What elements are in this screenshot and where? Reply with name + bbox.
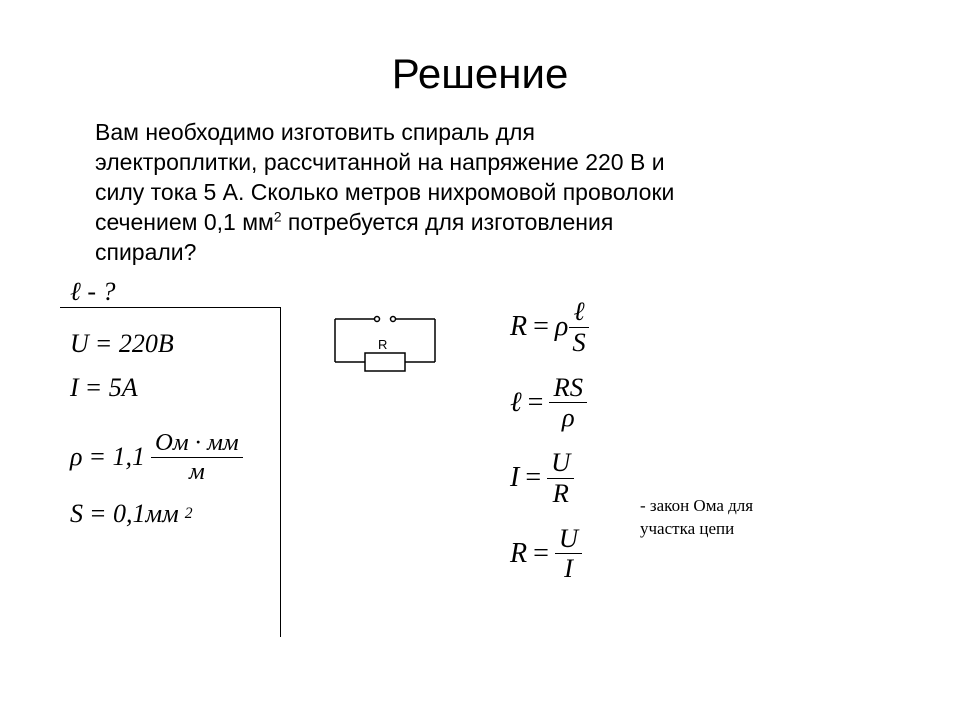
rho-unit-den: м [185, 458, 209, 485]
fraction-den: R [549, 479, 573, 508]
problem-line: сечением 0,1 мм [95, 209, 274, 235]
equals: = [519, 462, 547, 494]
ohm-law-note: - закон Ома для участка цепи [640, 495, 753, 539]
page-title: Решение [0, 0, 960, 118]
current-value: = 5A [85, 373, 138, 403]
rho-unit-fraction: Ом · мм м [151, 429, 243, 484]
area-symbol: S [70, 499, 83, 529]
equals: = [522, 387, 550, 419]
note-line: участка цепи [640, 519, 734, 538]
voltage-value: = 220B [95, 329, 174, 359]
equals: = [527, 538, 555, 570]
resistor-label: R [378, 337, 387, 352]
formula-lhs: R [510, 311, 527, 343]
formula-length: ℓ = RS ρ [510, 373, 590, 433]
superscript: 2 [185, 505, 193, 523]
problem-line: электроплитки, рассчитанной на напряжени… [95, 149, 665, 175]
superscript: 2 [274, 209, 282, 224]
formula-lhs: R [510, 538, 527, 570]
formula-coef: ρ [555, 311, 568, 343]
fraction-num: ℓ [569, 297, 588, 327]
formula-ohm-current: I = U R [510, 448, 590, 508]
fraction-den: I [560, 554, 577, 583]
given-column: ℓ - ? U = 220B I = 5A ρ = 1,1 Ом · мм м … [70, 277, 290, 542]
fraction: U R [547, 448, 574, 508]
formula-lhs: I [510, 462, 519, 494]
problem-line: Вам необходимо изготовить спираль для [95, 119, 535, 145]
rho-unit-num: Ом · мм [151, 429, 243, 457]
fraction: U I [555, 524, 582, 584]
rho-symbol: ρ [70, 442, 82, 472]
rho-value: = 1,1 [88, 442, 145, 472]
problem-line: потребуется для изготовления [282, 209, 614, 235]
fraction-den: S [568, 328, 589, 357]
fraction-num: RS [549, 373, 587, 403]
fraction-num: U [555, 524, 582, 554]
problem-line: спирали? [95, 239, 196, 265]
fraction-num: U [547, 448, 574, 478]
formula-resistance: R = ρ ℓ S [510, 297, 590, 357]
solution-area: ℓ - ? U = 220B I = 5A ρ = 1,1 Ом · мм м … [0, 277, 960, 677]
problem-line: силу тока 5 А. Сколько метров нихромовой… [95, 179, 674, 205]
fraction: ℓ S [568, 297, 589, 357]
formula-ohm-resistance: R = U I [510, 524, 590, 584]
fraction: RS ρ [549, 373, 587, 433]
equals: = [527, 311, 555, 343]
find-label: ℓ - ? [70, 277, 116, 307]
voltage-symbol: U [70, 329, 89, 359]
fraction-den: ρ [558, 403, 579, 432]
circuit-diagram: R [320, 307, 450, 402]
current-symbol: I [70, 373, 79, 403]
circuit-svg: R [320, 307, 450, 402]
area-value: = 0,1мм [89, 499, 179, 529]
problem-text: Вам необходимо изготовить спираль для эл… [0, 118, 960, 267]
formula-lhs: ℓ [510, 387, 522, 419]
formulas-column: R = ρ ℓ S ℓ = RS ρ I = U R R = [510, 297, 590, 599]
note-line: - закон Ома для [640, 496, 753, 515]
